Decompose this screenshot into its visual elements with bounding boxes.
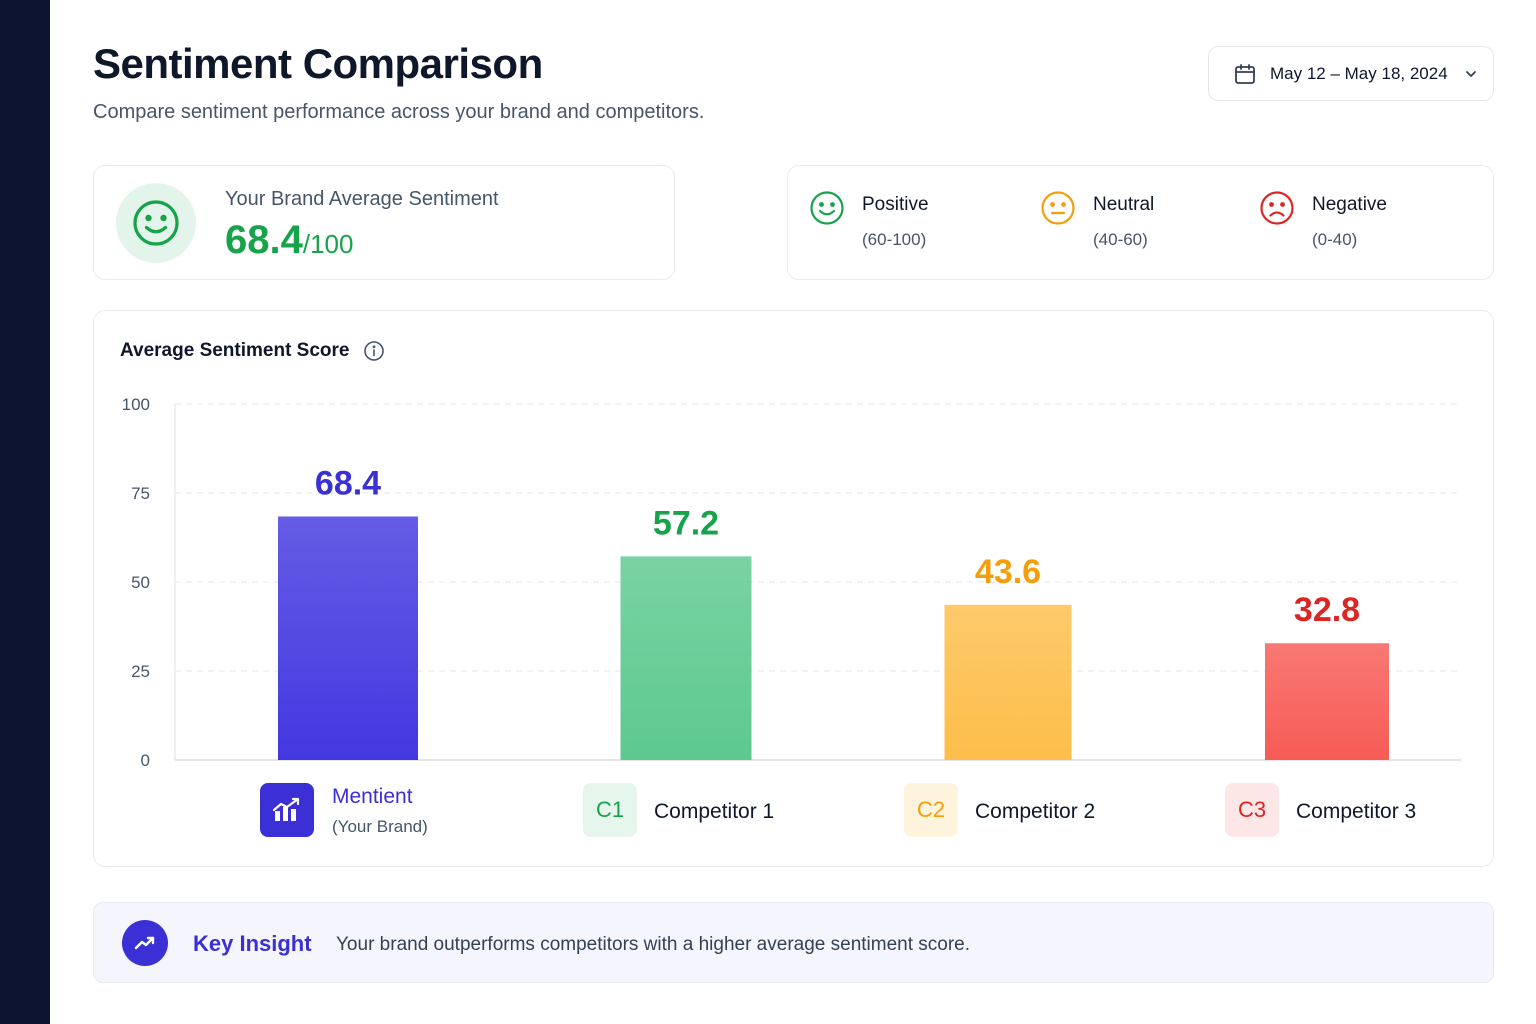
brand-average-score: 68.4/100 xyxy=(225,218,353,263)
positive-face-icon xyxy=(810,191,844,225)
score-max: /100 xyxy=(302,229,354,259)
entity-name-competitor-2: Competitor 2 xyxy=(975,800,1096,823)
page-subtitle: Compare sentiment performance across you… xyxy=(93,101,705,123)
key-insight-banner: Key Insight Your brand outperforms compe… xyxy=(93,902,1494,983)
neutral-face-icon xyxy=(1041,191,1075,225)
legend-negative-range: (0-40) xyxy=(1312,230,1358,249)
legend-neutral-name: Neutral xyxy=(1093,194,1155,215)
chart-icon xyxy=(272,797,300,821)
entity-name-competitor-3: Competitor 3 xyxy=(1296,800,1417,823)
date-range-picker[interactable]: May 12 – May 18, 2024 xyxy=(1208,46,1494,101)
competitor-2-badge: C2 xyxy=(904,783,958,837)
legend-neutral-range: (40-60) xyxy=(1093,230,1148,249)
entity-sub-brand: (Your Brand) xyxy=(332,817,428,836)
brand-logo-badge xyxy=(260,783,314,837)
competitor-1-badge: C1 xyxy=(583,783,637,837)
entity-name-brand: Mentient xyxy=(332,785,413,808)
sidebar xyxy=(0,0,50,1024)
chart-title: Average Sentiment Score xyxy=(120,340,350,361)
chevron-down-icon xyxy=(1465,70,1476,77)
brand-average-label: Your Brand Average Sentiment xyxy=(225,188,499,210)
sentiment-legend-card: Positive (60-100) Neutral (40-60) Negati… xyxy=(787,165,1494,280)
info-icon[interactable] xyxy=(363,340,385,362)
date-range-label: May 12 – May 18, 2024 xyxy=(1270,63,1448,83)
trending-up-icon xyxy=(122,920,168,966)
key-insight-label: Key Insight xyxy=(193,931,312,956)
page-title: Sentiment Comparison xyxy=(93,40,543,87)
smile-face-icon xyxy=(116,183,196,263)
legend-positive-range: (60-100) xyxy=(862,230,927,249)
key-insight-text: Your brand outperforms competitors with … xyxy=(336,934,971,955)
score-value: 68.4 xyxy=(225,218,303,262)
legend-positive-name: Positive xyxy=(862,194,929,215)
competitor-3-badge: C3 xyxy=(1225,783,1279,837)
legend-negative-name: Negative xyxy=(1312,194,1387,215)
entity-name-competitor-1: Competitor 1 xyxy=(654,800,775,823)
calendar-icon xyxy=(1235,63,1255,84)
negative-face-icon xyxy=(1260,191,1294,225)
brand-average-card: Your Brand Average Sentiment 68.4/100 xyxy=(93,165,675,280)
